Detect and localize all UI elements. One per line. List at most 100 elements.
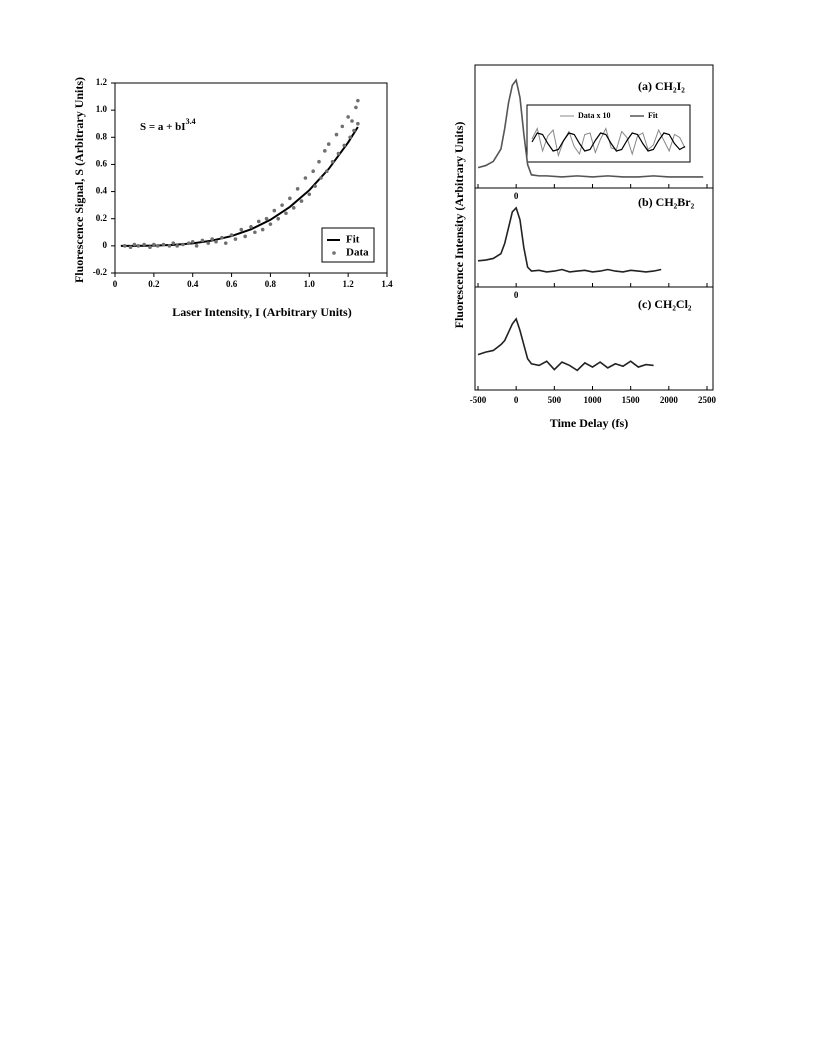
zero-marker: 0 (514, 191, 519, 201)
x-tick-label: 500 (548, 395, 562, 405)
data-point (171, 241, 176, 245)
legend-label: Fit (346, 234, 360, 246)
data-point (253, 230, 257, 235)
legend-label: Data x 10 (578, 111, 610, 120)
data-point (210, 237, 214, 241)
data-point (317, 159, 321, 164)
legend-box (321, 227, 375, 263)
plot-frame (474, 64, 714, 391)
y-tick-label: 0.8 (96, 131, 108, 141)
y-tick-label: 1.2 (96, 77, 108, 87)
data-point (148, 245, 152, 250)
data-point (334, 132, 339, 137)
data-point (214, 239, 218, 244)
data-point (288, 196, 292, 201)
x-tick-label: 0.6 (226, 279, 238, 289)
panel-label: (b) CH₂Br₂ (638, 195, 695, 209)
data-point (346, 115, 350, 119)
data-point (136, 244, 141, 248)
data-point (313, 184, 317, 188)
data-point (128, 245, 133, 250)
data-point (260, 227, 265, 232)
data-point (336, 151, 341, 156)
y-tick-label: 0.6 (96, 158, 108, 168)
data-point (122, 244, 127, 248)
data-point (295, 187, 300, 191)
data-point (350, 119, 354, 123)
data-point (187, 241, 191, 245)
x-axis-title: Laser Intensity, I (Arbitrary Units) (172, 305, 351, 319)
data-point (326, 142, 331, 146)
data-point (303, 176, 308, 180)
equation: S = a + bI (140, 121, 186, 133)
data-point (175, 244, 179, 248)
plot-frame (114, 82, 388, 274)
panel-label: (a) CH₂I₂ (638, 79, 685, 93)
data-point (291, 206, 296, 210)
data-point (264, 216, 269, 221)
x-tick-label: 1.4 (381, 279, 393, 289)
trace (477, 78, 704, 178)
data-point (152, 242, 156, 247)
y-tick-label: 1.0 (96, 104, 108, 114)
x-tick-label: 0.8 (265, 279, 277, 289)
data-point (284, 211, 288, 216)
y-tick-label: -0.2 (93, 267, 108, 277)
data-point (249, 225, 253, 229)
y-axis-title: Fluorescence Intensity (Arbitrary Units) (452, 122, 466, 329)
data-point (206, 241, 211, 245)
data-point (311, 169, 315, 174)
data-point (330, 159, 335, 164)
data-point (354, 105, 358, 110)
x-axis-title: Time Delay (fs) (550, 416, 628, 430)
data-point (223, 241, 228, 245)
legend-swatch (332, 251, 336, 255)
data-point (161, 242, 166, 247)
x-tick-label: 2500 (698, 395, 717, 405)
legend-label: Data (346, 247, 369, 259)
data-point (256, 219, 261, 224)
data-point (352, 128, 356, 133)
data-point (348, 135, 352, 140)
y-axis-title: Fluorescence Signal, S (Arbitrary Units) (72, 77, 86, 283)
x-tick-label: 0 (514, 395, 519, 405)
data-point (272, 208, 277, 213)
x-tick-label: 1.0 (304, 279, 316, 289)
data-point (167, 244, 172, 248)
exponent: 3.4 (186, 117, 196, 126)
data-point (323, 149, 327, 153)
y-tick-label: 0 (103, 240, 108, 250)
fit-equation: S = a + bI3.4 (140, 117, 196, 133)
data-point (356, 98, 360, 103)
data-point (229, 233, 234, 237)
x-tick-label: 0.4 (187, 279, 199, 289)
y-tick-label: 0.2 (96, 213, 108, 223)
legend-label: Fit (648, 111, 658, 120)
trace (477, 206, 662, 273)
data-point (299, 199, 304, 203)
data-point (220, 235, 224, 240)
data-point (356, 121, 360, 126)
data-point (307, 192, 312, 197)
data-point (194, 244, 199, 248)
x-tick-label: 2000 (660, 395, 679, 405)
inset-trace (531, 132, 686, 152)
zero-marker: 0 (514, 290, 519, 300)
data-point (319, 176, 323, 180)
data-point (243, 234, 247, 239)
data-point (155, 244, 160, 248)
data-point (342, 143, 347, 148)
data-point (268, 222, 273, 226)
data-point (190, 239, 195, 244)
panel-label: (c) CH₂Cl₂ (638, 297, 692, 311)
x-tick-label: -500 (470, 395, 487, 405)
x-tick-label: 1000 (584, 395, 603, 405)
data-point (280, 203, 284, 207)
x-tick-label: 1500 (622, 395, 641, 405)
x-tick-label: 0 (113, 279, 118, 289)
data-point (340, 124, 345, 129)
data-point (132, 242, 137, 247)
data-point (200, 238, 205, 243)
